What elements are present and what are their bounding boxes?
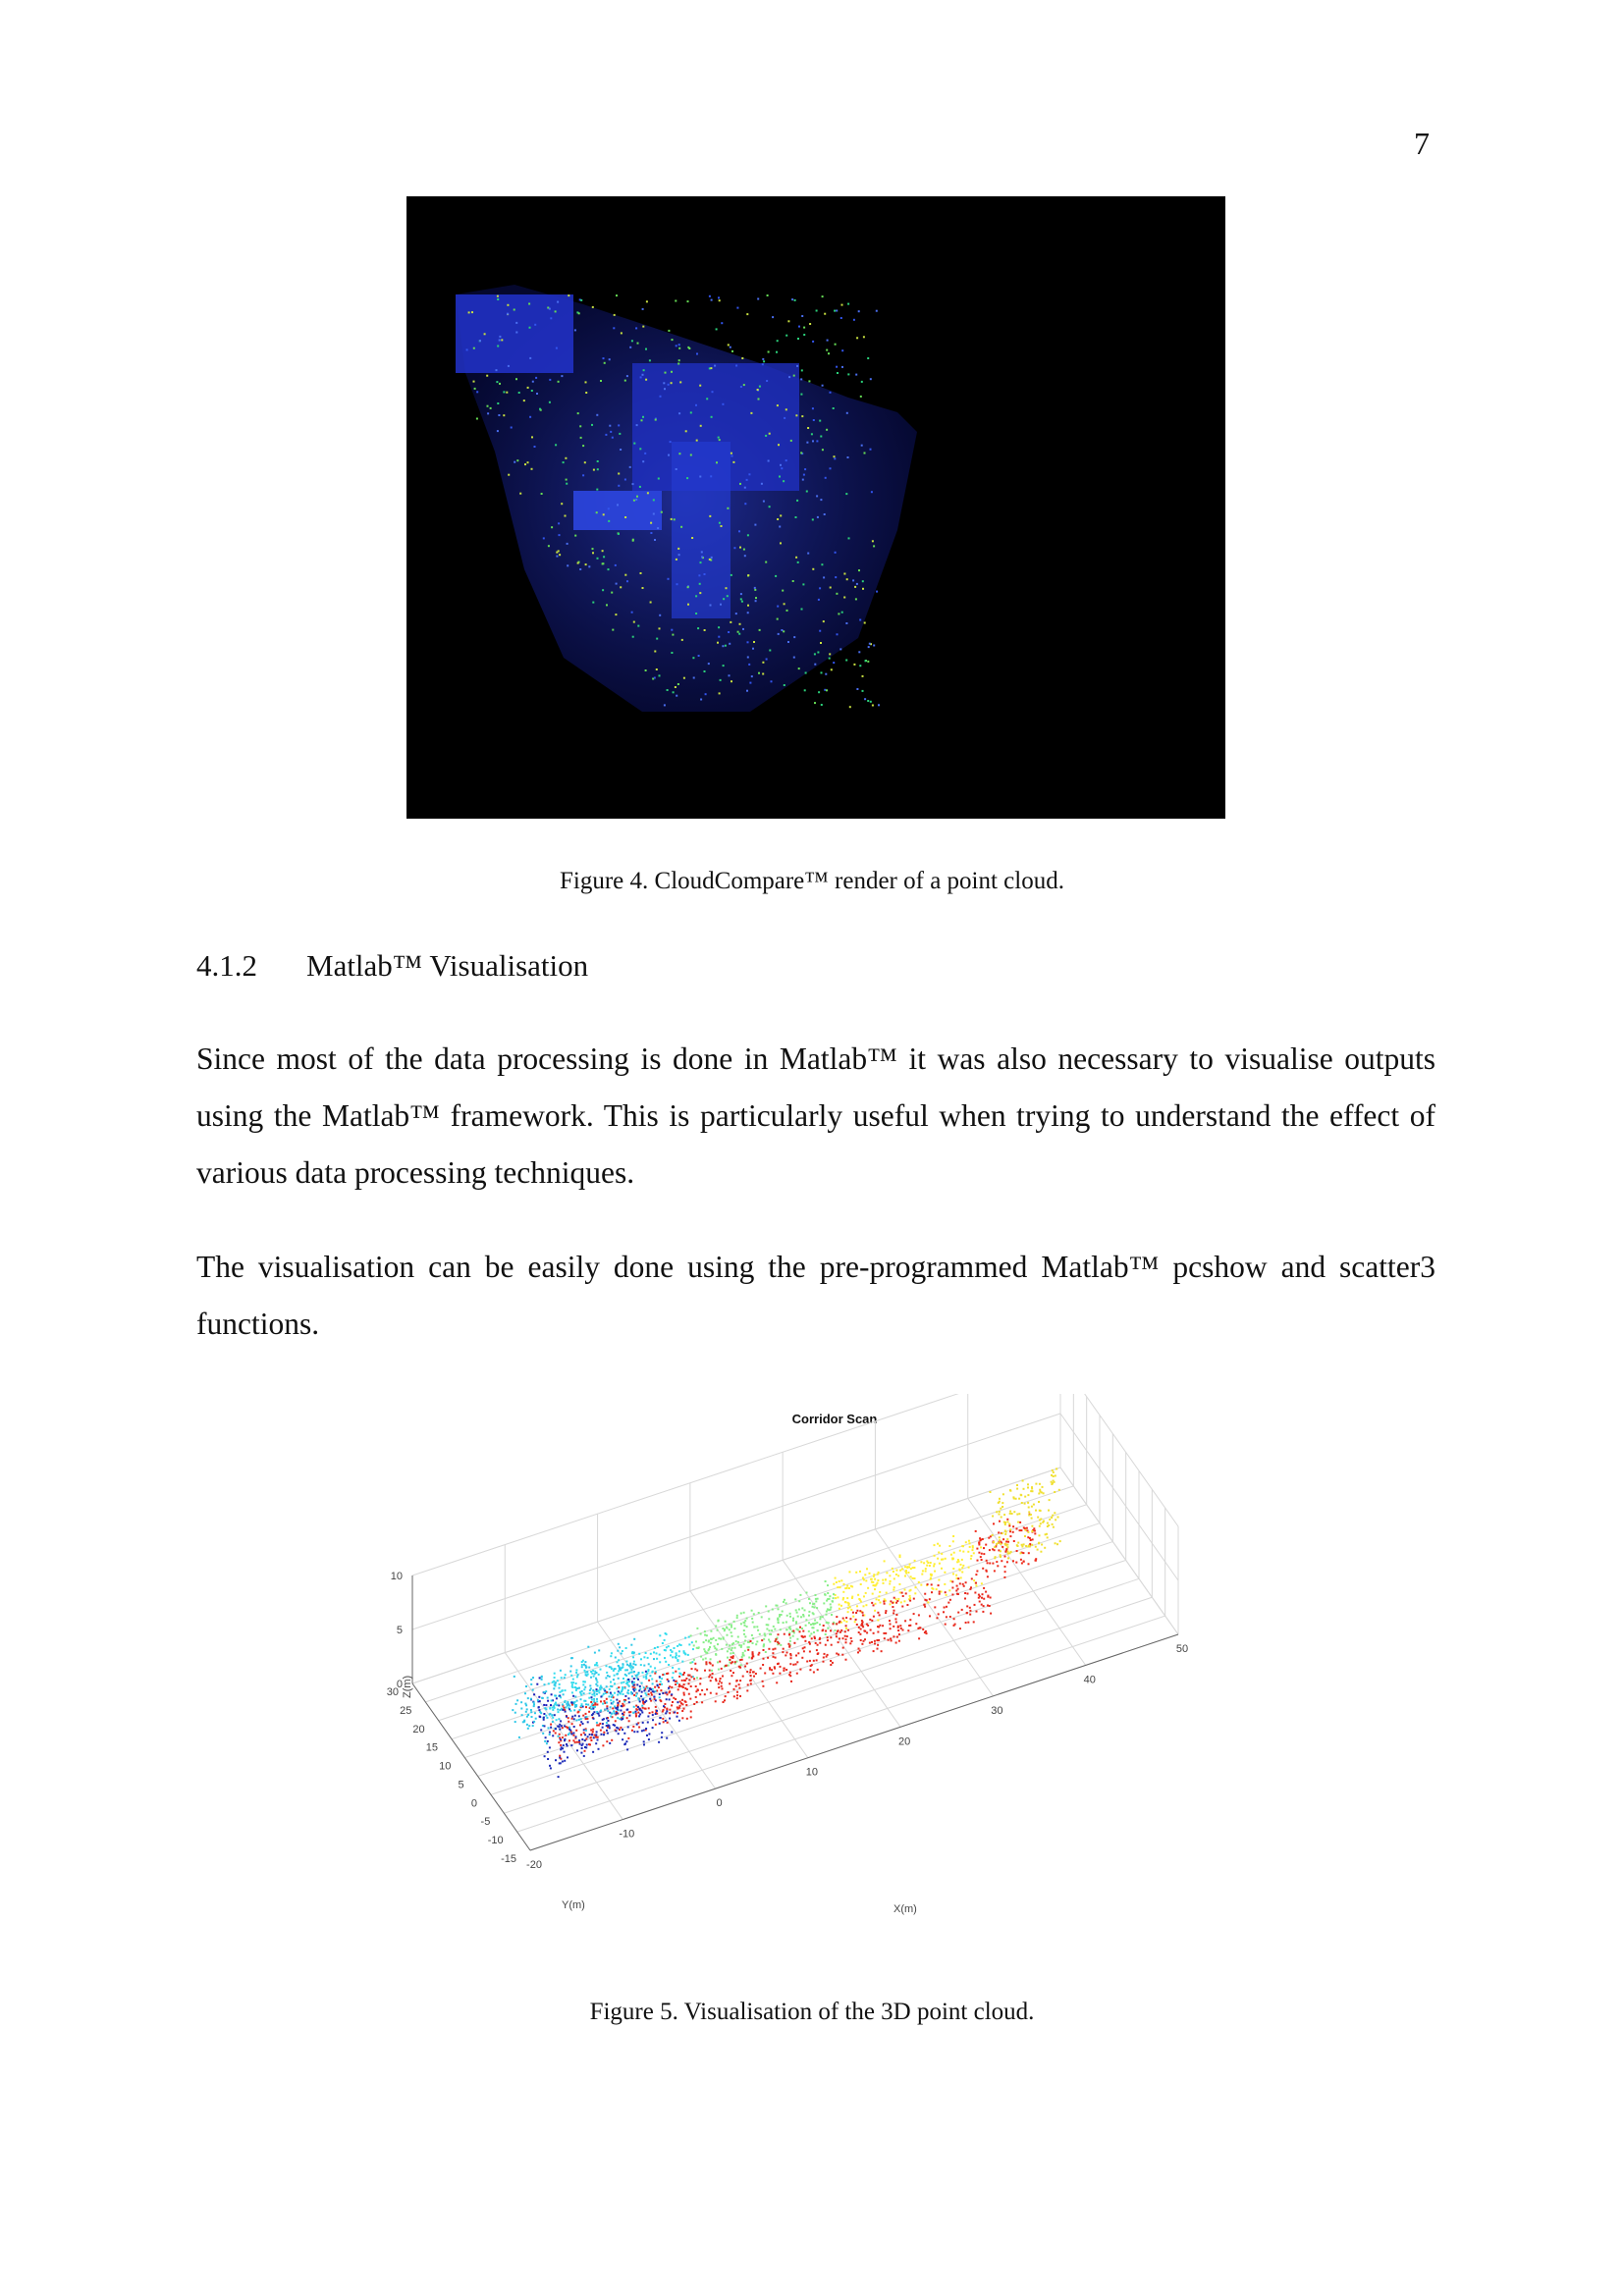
chart-points: [512, 1468, 1061, 1779]
point-cloud-points: [465, 294, 880, 709]
y-tick-label: -10: [488, 1835, 504, 1846]
x-tick-label: 30: [991, 1705, 1002, 1717]
chart-grid: [411, 1394, 1179, 1851]
y-tick-label: -15: [501, 1853, 516, 1865]
z-tick-label: 5: [397, 1625, 403, 1636]
figure-4-image: [406, 196, 1225, 819]
x-tick-label: -10: [619, 1829, 634, 1841]
y-tick-label: 30: [387, 1686, 399, 1698]
paragraph-2: The visualisation can be easily done usi…: [196, 1250, 1435, 1341]
x-tick-label: 50: [1176, 1643, 1188, 1655]
y-tick-label: -5: [481, 1816, 491, 1828]
y-tick-label: 10: [439, 1761, 451, 1773]
chart-title: Corridor Scan: [792, 1412, 878, 1426]
z-tick-label: 0: [397, 1679, 403, 1690]
z-axis-label: Z(m): [402, 1676, 413, 1698]
section-number: 4.1.2: [196, 948, 257, 983]
page-number: 7: [1414, 126, 1430, 161]
y-tick-label: 5: [459, 1779, 464, 1790]
paragraph-1: Since most of the data processing is don…: [196, 1041, 1435, 1190]
y-tick-label: 15: [426, 1742, 438, 1754]
x-tick-label: 20: [898, 1735, 910, 1747]
z-tick-label: 10: [391, 1571, 403, 1582]
chart-ticks: -20-1001020304050-15-10-5051015202530051…: [387, 1571, 1188, 1871]
figure-4-caption: Figure 4. CloudCompare™ render of a poin…: [560, 868, 1064, 894]
x-tick-label: 10: [806, 1767, 818, 1779]
x-tick-label: -20: [526, 1859, 542, 1871]
section-title: Matlab™ Visualisation: [306, 948, 589, 983]
x-axis-label: X(m): [893, 1903, 917, 1915]
figure-5-caption: Figure 5. Visualisation of the 3D point …: [589, 1999, 1035, 2025]
y-axis-label: Y(m): [562, 1899, 585, 1911]
y-tick-label: 0: [471, 1797, 477, 1809]
x-tick-label: 40: [1084, 1674, 1096, 1685]
x-tick-label: 0: [717, 1797, 723, 1809]
section-heading: 4.1.2 Matlab™ Visualisation: [196, 948, 588, 984]
y-tick-label: 20: [412, 1724, 424, 1735]
figure-5-chart: Corridor Scan -20 -10 0 10 20 30 40 50 -15 -10 -5 0…: [373, 1394, 1276, 1944]
y-tick-label: 25: [400, 1705, 411, 1717]
